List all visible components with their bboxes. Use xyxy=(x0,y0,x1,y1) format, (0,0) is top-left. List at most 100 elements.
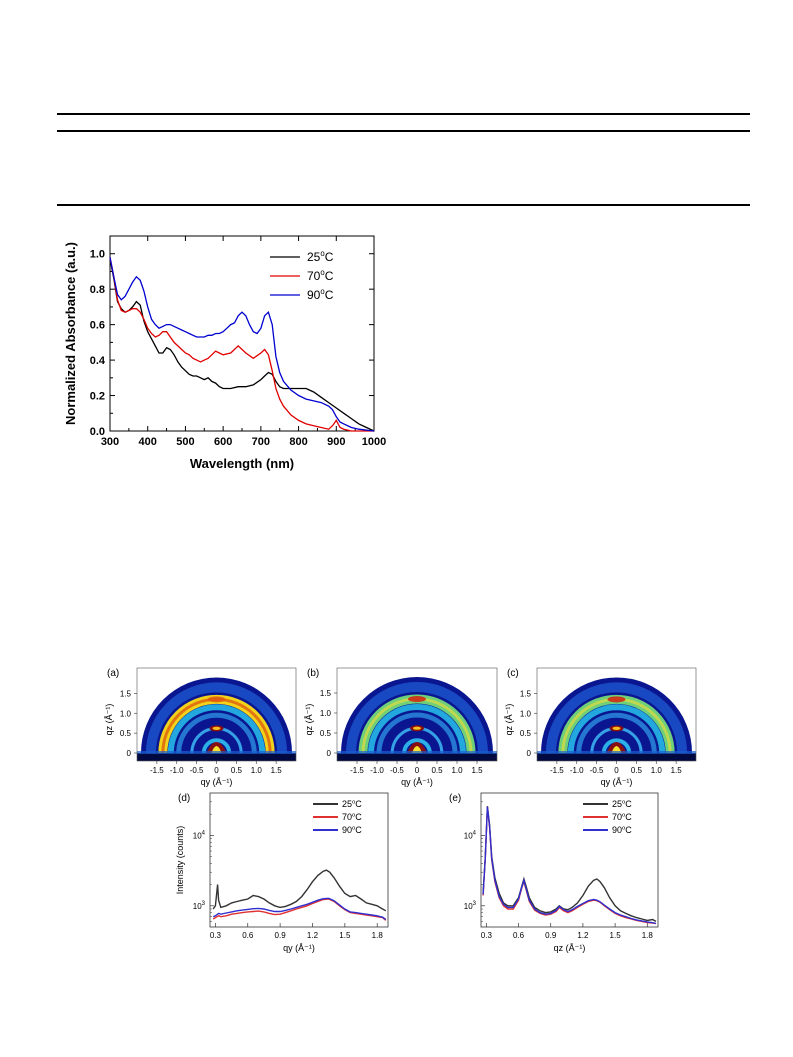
linecut-e-legend-label-90: 90oC xyxy=(612,825,632,835)
uvvis-y-tick-label: 0.6 xyxy=(90,320,105,332)
map-ring xyxy=(346,682,488,754)
linecut-e-series-90 xyxy=(482,806,657,925)
top-rule-1 xyxy=(57,113,750,115)
linecut-d-y-tick-label: 104 xyxy=(193,830,206,840)
map-y-axis-label: qz (Å⁻¹) xyxy=(504,704,514,736)
linecut-e-x-axis-label: qz (Å⁻¹) xyxy=(554,943,586,953)
map-peak-spot xyxy=(207,696,226,703)
uvvis-series-70 xyxy=(109,257,374,432)
map-temp-label: 70oC xyxy=(470,675,492,687)
giwaxs-map-90 xyxy=(537,668,696,761)
map-x-tick-label: -0.5 xyxy=(190,766,204,775)
map-x-tick-label: 0.5 xyxy=(631,766,643,775)
map-horizon xyxy=(337,753,497,761)
map-x-tick-label: -1.0 xyxy=(370,766,384,775)
map-x-tick-label: -1.0 xyxy=(170,766,184,775)
map-y-tick-label: 1.5 xyxy=(320,689,332,698)
map-y-axis-label: qz (Å⁻¹) xyxy=(304,704,314,736)
map-ring xyxy=(576,712,657,754)
map-x-tick-label: -1.5 xyxy=(150,766,164,775)
linecut-e-legend-label-25: 25oC xyxy=(612,799,632,809)
linecut-e-panel-label: (e) xyxy=(449,793,461,804)
linecut-d-legend-label-25: 25oC xyxy=(342,799,362,809)
map-x-tick-label: -1.5 xyxy=(550,766,564,775)
uvvis-y-tick-label: 0.2 xyxy=(90,391,105,403)
linecut-d-x-axis-label: qy (Å⁻¹) xyxy=(283,943,315,953)
giwaxs-maps-figure: (a) 25oC -1.5 -1.0 -0.5 0 0.5 1.0 1.5 0 0.5 1.0 1.5 q… xyxy=(104,667,697,787)
map-panel-label: (c) xyxy=(507,668,519,679)
map-ring xyxy=(145,682,288,754)
map-ring xyxy=(601,738,632,754)
uvvis-x-tick-label: 600 xyxy=(214,436,232,448)
map-x-tick-label: 1.0 xyxy=(651,766,663,775)
map-y-tick-label: 1.5 xyxy=(120,689,132,698)
map-x-tick-label: 1.0 xyxy=(251,766,263,775)
uvvis-x-tick-label: 700 xyxy=(252,436,270,448)
uvvis-x-tick-label: 400 xyxy=(139,436,157,448)
map-x-tick-label: 0 xyxy=(415,766,420,775)
map-x-tick-label: -0.5 xyxy=(390,766,404,775)
map-ring xyxy=(376,712,458,754)
uvvis-x-tick-label: 300 xyxy=(101,436,119,448)
map-x-tick-label: -1.5 xyxy=(350,766,364,775)
map-y-tick-label: 1.0 xyxy=(520,709,532,718)
linecut-e-x-tick-label: 0.6 xyxy=(513,931,525,940)
map-y-tick-label: 1.0 xyxy=(120,709,132,718)
linecut-e-y-tick-label: 104 xyxy=(464,830,477,840)
map-peak-spot-core xyxy=(612,726,621,730)
map-x-tick-label: 1.5 xyxy=(671,766,683,775)
map-y-tick-label: 0.5 xyxy=(320,729,332,738)
linecut-e-y-tick-label: 103 xyxy=(464,901,477,911)
map-y-tick-label: 0 xyxy=(127,749,132,758)
map-x-tick-label: 1.0 xyxy=(451,766,463,775)
map-y-tick-label: 1.5 xyxy=(520,689,532,698)
map-x-tick-label: -0.5 xyxy=(590,766,604,775)
map-ring xyxy=(368,704,466,754)
linecut-e-series-25 xyxy=(482,806,657,923)
map-y-tick-label: 0.5 xyxy=(520,729,532,738)
uvvis-y-tick-label: 0.8 xyxy=(90,284,105,296)
map-x-axis-label: qy (Å⁻¹) xyxy=(601,777,633,787)
map-temp-label: 25oC xyxy=(269,675,291,687)
map-horizon-glow xyxy=(137,751,296,754)
linecut-d-series-70 xyxy=(212,898,387,921)
map-x-axis-label: qy (Å⁻¹) xyxy=(401,777,433,787)
map-x-tick-label: 0 xyxy=(214,766,219,775)
linecut-d-panel-label: (d) xyxy=(178,793,190,804)
uvvis-absorbance-chart: 300 400 500 600 700 800 900 1000 0.0 0.2 0.4 0.6 0.8… xyxy=(63,235,386,471)
linecut-d-series-90 xyxy=(212,897,387,921)
linecut-d-legend-label-70: 70oC xyxy=(342,812,362,822)
uvvis-legend-label-90: 90oC xyxy=(307,287,334,302)
linecut-e-x-tick-label: 1.5 xyxy=(610,931,622,940)
linecut-d-frame xyxy=(209,792,389,928)
map-peak-spot xyxy=(607,696,626,703)
linecut-e-x-tick-label: 1.2 xyxy=(577,931,589,940)
uvvis-y-tick-label: 0.0 xyxy=(90,426,105,438)
linecut-e-x-tick-label: 0.9 xyxy=(545,931,557,940)
linecut-d-x-tick-label: 1.2 xyxy=(307,931,319,940)
map-panel-label: (b) xyxy=(307,668,319,679)
top-rule-3 xyxy=(57,204,750,206)
map-x-tick-label: -1.0 xyxy=(570,766,584,775)
map-x-tick-label: 0 xyxy=(614,766,619,775)
map-ring xyxy=(167,704,266,754)
map-x-axis-label: qy (Å⁻¹) xyxy=(201,777,233,787)
map-panel-label: (a) xyxy=(107,668,119,679)
giwaxs-map-70 xyxy=(337,668,497,761)
linecut-d-x-tick-label: 1.8 xyxy=(372,931,384,940)
linecut-e-x-tick-label: 1.8 xyxy=(642,931,654,940)
map-x-tick-label: 1.5 xyxy=(271,766,283,775)
uvvis-x-tick-label: 500 xyxy=(176,436,194,448)
uvvis-x-axis-label: Wavelength (nm) xyxy=(190,456,294,471)
map-x-tick-label: 0.5 xyxy=(431,766,443,775)
map-ring xyxy=(545,682,688,754)
map-y-tick-label: 1.0 xyxy=(320,709,332,718)
uvvis-y-tick-label: 1.0 xyxy=(90,249,105,261)
map-horizon xyxy=(137,753,296,761)
linecut-d-y-tick-label: 103 xyxy=(193,901,206,911)
uvvis-legend-label-70: 70oC xyxy=(307,268,334,283)
linecut-d-x-tick-label: 1.5 xyxy=(339,931,351,940)
linecut-d-y-axis-label: Intensity (counts) xyxy=(175,826,185,895)
linecut-d-x-tick-label: 0.6 xyxy=(242,931,254,940)
